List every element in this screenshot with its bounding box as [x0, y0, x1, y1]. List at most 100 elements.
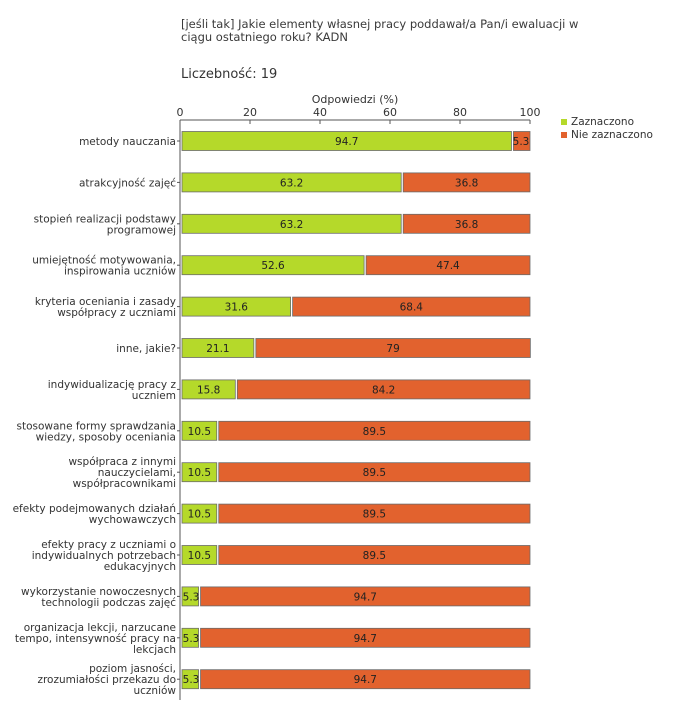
sample-size-value: 19	[260, 67, 278, 82]
bar-selected	[181, 131, 512, 151]
bar-selected	[181, 338, 255, 358]
bar-selected	[181, 213, 402, 234]
data-label: 36.8	[455, 219, 478, 231]
category-label-line: metody nauczania	[79, 136, 176, 148]
legend-label: Zaznaczono	[571, 116, 634, 128]
x-tick-label: 0	[177, 106, 184, 119]
category-label-line: indywidualizację pracy z	[48, 379, 177, 391]
category-label-line: wykorzystanie nowoczesnych	[21, 586, 176, 598]
category-label: metody nauczania	[79, 136, 176, 148]
data-label: 15.8	[197, 384, 220, 396]
bar-selected	[181, 462, 218, 483]
bar-not-selected	[218, 545, 531, 565]
category-label-line: atrakcyjność zajęć	[79, 177, 176, 189]
data-label: 5.3	[183, 633, 200, 645]
data-label: 36.8	[455, 177, 478, 189]
legend-swatch	[561, 119, 567, 125]
category-label: indywidualizację pracy z uczniem	[48, 379, 177, 402]
category-label-line: współpraca z innymi	[68, 456, 176, 468]
category-label: stopień realizacji podstawy programowej	[34, 213, 176, 236]
data-label: 89.5	[363, 426, 386, 438]
category-label-line: uczniem	[132, 390, 176, 402]
x-tick-label: 20	[243, 106, 257, 119]
category-label-line: wychowawczych	[89, 514, 176, 526]
category-label-line: inne, jakie?	[116, 343, 176, 355]
bar-not-selected	[200, 669, 531, 690]
category-label: atrakcyjność zajęć	[79, 177, 176, 189]
category-label-line: zrozumiałości przekazu do	[37, 674, 176, 686]
bar-selected	[181, 545, 218, 565]
x-tick-label: 80	[453, 106, 467, 119]
chart-title: [jeśli tak] Jakie elementy własnej pracy…	[181, 17, 579, 44]
data-label: 5.3	[183, 674, 200, 686]
category-label: stosowane formy sprawdzania wiedzy, sposo…	[16, 420, 176, 443]
bar-not-selected	[218, 503, 531, 524]
data-label: 5.3	[513, 136, 530, 148]
x-tick-label: 60	[383, 106, 397, 119]
data-label: 94.7	[354, 674, 377, 686]
category-label-line: programowej	[107, 224, 176, 236]
data-label: 52.6	[261, 260, 285, 272]
bar-not-selected	[365, 255, 531, 276]
category-label-line: technologii podczas zajęć	[41, 597, 176, 609]
category-label: poziom jasności, zrozumiałości przekazu d…	[37, 663, 176, 697]
bar-selected	[181, 172, 402, 193]
data-label: 94.7	[354, 591, 377, 603]
data-label: 10.5	[188, 426, 211, 438]
bar-selected	[181, 586, 199, 607]
category-label-line: organizacja lekcji, narzucane	[24, 622, 176, 634]
x-tick-label: 100	[520, 106, 541, 119]
bar-not-selected	[218, 420, 531, 441]
bar-not-selected	[200, 627, 531, 648]
sample-size: Liczebność: 19	[181, 67, 277, 82]
x-tick-label: 40	[313, 106, 327, 119]
category-label-line: współpracy z uczniami	[57, 307, 176, 319]
category-label-line: indywidualnych potrzebach	[32, 550, 176, 562]
category-label-line: nauczycielami,	[98, 467, 176, 479]
data-label: 89.5	[363, 509, 386, 521]
x-axis-label: Odpowiedzi (%)	[312, 93, 399, 106]
data-label: 10.5	[188, 509, 211, 521]
category-label: organizacja lekcji, narzucane tempo, inte…	[15, 622, 176, 656]
bar-not-selected	[402, 172, 531, 193]
bar-selected	[181, 503, 218, 524]
bar-not-selected	[292, 296, 531, 317]
data-label: 94.7	[354, 633, 377, 645]
bar-selected	[181, 627, 199, 648]
category-label-line: stopień realizacji podstawy	[34, 213, 176, 225]
category-label: wykorzystanie nowoczesnych technologii po…	[21, 586, 176, 609]
data-label: 94.7	[335, 136, 358, 148]
legend-label: Nie zaznaczono	[571, 129, 653, 141]
category-label-line: efekty pracy z uczniami o	[41, 539, 176, 551]
bar-not-selected	[200, 586, 531, 607]
category-label: efekty podejmowanych działań wychowawczyc…	[13, 503, 176, 526]
sample-size-label: Liczebność:	[181, 67, 257, 82]
bar-selected	[181, 296, 291, 317]
category-label-line: uczniów	[133, 685, 176, 697]
data-label: 31.6	[225, 302, 249, 314]
legend-swatch	[561, 132, 567, 138]
bar-not-selected	[236, 379, 531, 400]
data-label: 10.5	[188, 467, 211, 479]
category-label-line: tempo, intensywność pracy na	[15, 633, 176, 645]
category-label-line: umiejętność motywowania,	[32, 255, 176, 267]
data-label: 79	[386, 343, 399, 355]
data-label: 5.3	[183, 591, 200, 603]
bar-selected	[181, 255, 365, 276]
category-label-line: inspirowania uczniów	[64, 266, 176, 278]
bar-selected	[181, 420, 218, 441]
category-label: efekty pracy z uczniami o indywidualnych …	[32, 539, 176, 573]
bar-not-selected	[513, 131, 531, 151]
bar-not-selected	[402, 213, 531, 234]
category-label: kryteria oceniania i zasady współpracy z …	[35, 296, 176, 319]
data-label: 89.5	[363, 467, 386, 479]
category-label-line: kryteria oceniania i zasady	[35, 296, 176, 308]
category-label: umiejętność motywowania, inspirowania ucz…	[32, 255, 176, 278]
data-label: 21.1	[206, 343, 229, 355]
data-label: 47.4	[436, 260, 460, 272]
category-label-line: efekty podejmowanych działań	[13, 503, 176, 515]
category-label: inne, jakie?	[116, 343, 176, 355]
data-label: 84.2	[372, 384, 395, 396]
bar-not-selected	[218, 462, 531, 483]
